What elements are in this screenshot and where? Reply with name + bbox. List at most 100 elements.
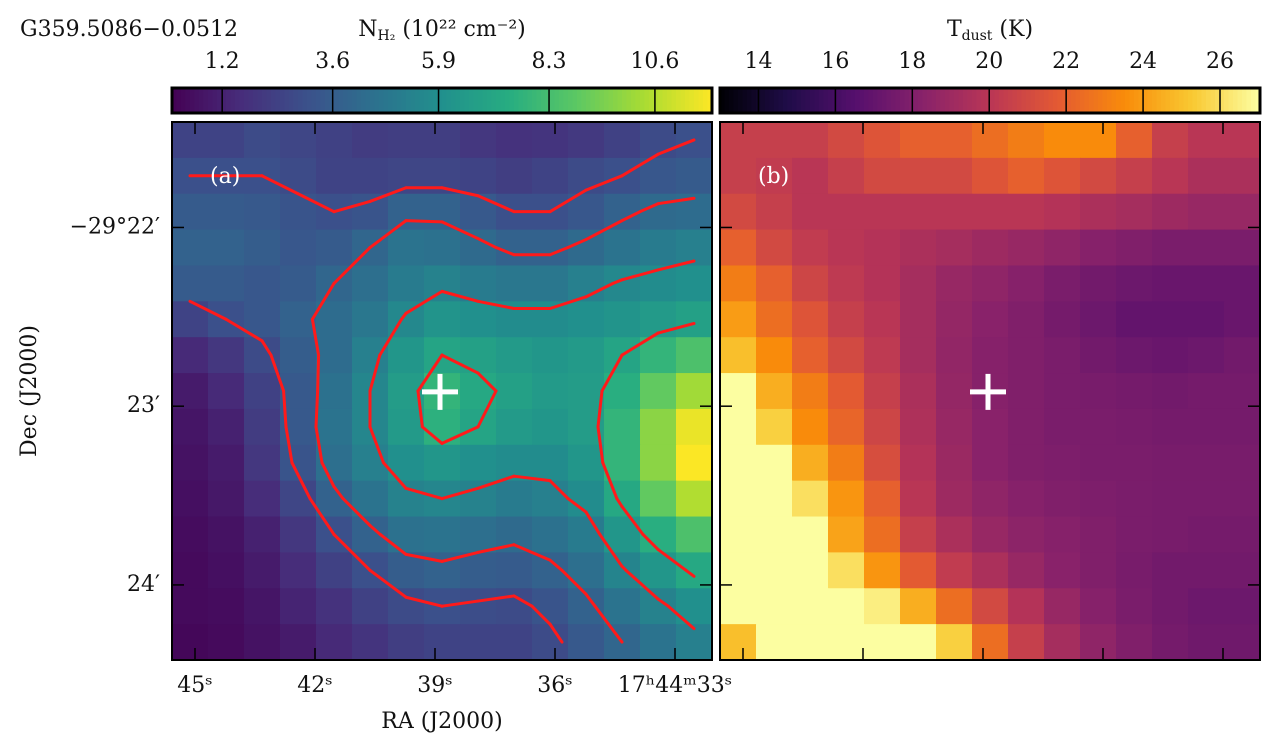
colorbar-slice (307, 88, 313, 113)
pixel (208, 552, 245, 589)
pixel (864, 624, 901, 661)
y-tick-label: −29°22′ (70, 214, 160, 239)
pixel (244, 373, 281, 410)
pixel (936, 122, 973, 159)
colorbar-slice (626, 88, 632, 113)
contour (512, 474, 552, 483)
colorbar-slice (352, 88, 358, 113)
pixel (972, 480, 1009, 518)
pixel (900, 588, 937, 625)
colorbar-slice (1156, 88, 1162, 113)
pixel (532, 480, 569, 518)
contour (598, 532, 624, 568)
pixel (532, 229, 569, 267)
pixel (244, 301, 281, 338)
contour (308, 497, 336, 536)
colorbar-tick-label: 22 (1052, 49, 1080, 74)
contour (620, 331, 660, 357)
colorbar-slice (185, 88, 191, 113)
colorbar-slice (972, 88, 978, 113)
pixel (676, 157, 713, 195)
colorbar-slice (1075, 88, 1081, 113)
contour (440, 599, 480, 608)
colorbar-slice (877, 88, 883, 113)
pixel (532, 301, 569, 338)
pixel (244, 408, 281, 446)
pixel (1188, 301, 1225, 338)
pixel (532, 408, 569, 446)
colorbar-slice (720, 88, 726, 113)
colorbar-slice (356, 88, 362, 113)
colorbar-slice (505, 88, 511, 113)
colorbar-slice (1147, 88, 1153, 113)
pixel (388, 193, 425, 231)
pixel (532, 337, 569, 374)
x-tick-label: 17ʰ44ᵐ33ˢ (618, 673, 732, 698)
pixel (1116, 373, 1153, 410)
pixel (792, 444, 829, 482)
colorbar-slice (1242, 88, 1248, 113)
pixel (316, 408, 353, 446)
pixel (1008, 624, 1045, 661)
pixel (604, 301, 641, 338)
colorbar-slice (473, 88, 479, 113)
colorbar-slice (909, 88, 915, 113)
x-tick-label: 36ˢ (537, 673, 572, 698)
colorbar-slice (1125, 88, 1131, 113)
colorbar-slice (774, 88, 780, 113)
pixel (1152, 193, 1189, 231)
colorbar-slice (388, 88, 394, 113)
contour (310, 281, 336, 321)
contour (494, 246, 516, 257)
pixel (900, 516, 937, 553)
pixel (244, 193, 281, 231)
colorbar-slice (311, 88, 317, 113)
colorbar-slice (913, 88, 919, 113)
contour (615, 497, 624, 509)
colorbar-slice (1143, 88, 1149, 113)
contour (600, 353, 624, 393)
colorbar-slice (882, 88, 888, 113)
contour (440, 186, 480, 198)
colorbar-slice (1080, 88, 1086, 113)
axes-frame (719, 121, 1261, 661)
colorbar-label: NH₂ (10²² cm⁻²) (358, 17, 525, 44)
colorbar-slice (194, 88, 200, 113)
pixel (936, 552, 973, 589)
pixel (756, 624, 793, 661)
colorbar-slice (572, 88, 578, 113)
colorbar-slice (1251, 88, 1257, 113)
colorbar-slice (203, 88, 209, 113)
colorbar-slice (864, 88, 870, 113)
contour (548, 295, 588, 311)
colorbar-slice (703, 88, 709, 113)
colorbar-slice (1003, 88, 1009, 113)
pixel (828, 408, 865, 446)
colorbar-label-main: N (358, 17, 377, 42)
contour (596, 389, 604, 429)
pixel (1080, 480, 1117, 518)
colorbar-slice (622, 88, 628, 113)
colorbar-slice (347, 88, 353, 113)
pixel (1008, 301, 1045, 338)
colorbar-slice (765, 88, 771, 113)
pixel (172, 122, 209, 159)
pixel (828, 122, 865, 159)
pixel (1224, 624, 1261, 661)
colorbar-slice (487, 88, 493, 113)
contour (440, 550, 480, 563)
contour (566, 238, 588, 250)
colorbar-slice (783, 88, 789, 113)
colorbar-slice (742, 88, 748, 113)
pixel (1080, 588, 1117, 625)
colorbar-slice (1197, 88, 1203, 113)
colorbar-slice (814, 88, 820, 113)
pixel (792, 480, 829, 518)
colorbar-slice (419, 88, 425, 113)
colorbar-slice (541, 88, 547, 113)
colorbar-slice (724, 88, 730, 113)
pixel (756, 157, 793, 195)
pixel (388, 516, 425, 553)
contour (548, 246, 570, 257)
pixel (972, 337, 1009, 374)
